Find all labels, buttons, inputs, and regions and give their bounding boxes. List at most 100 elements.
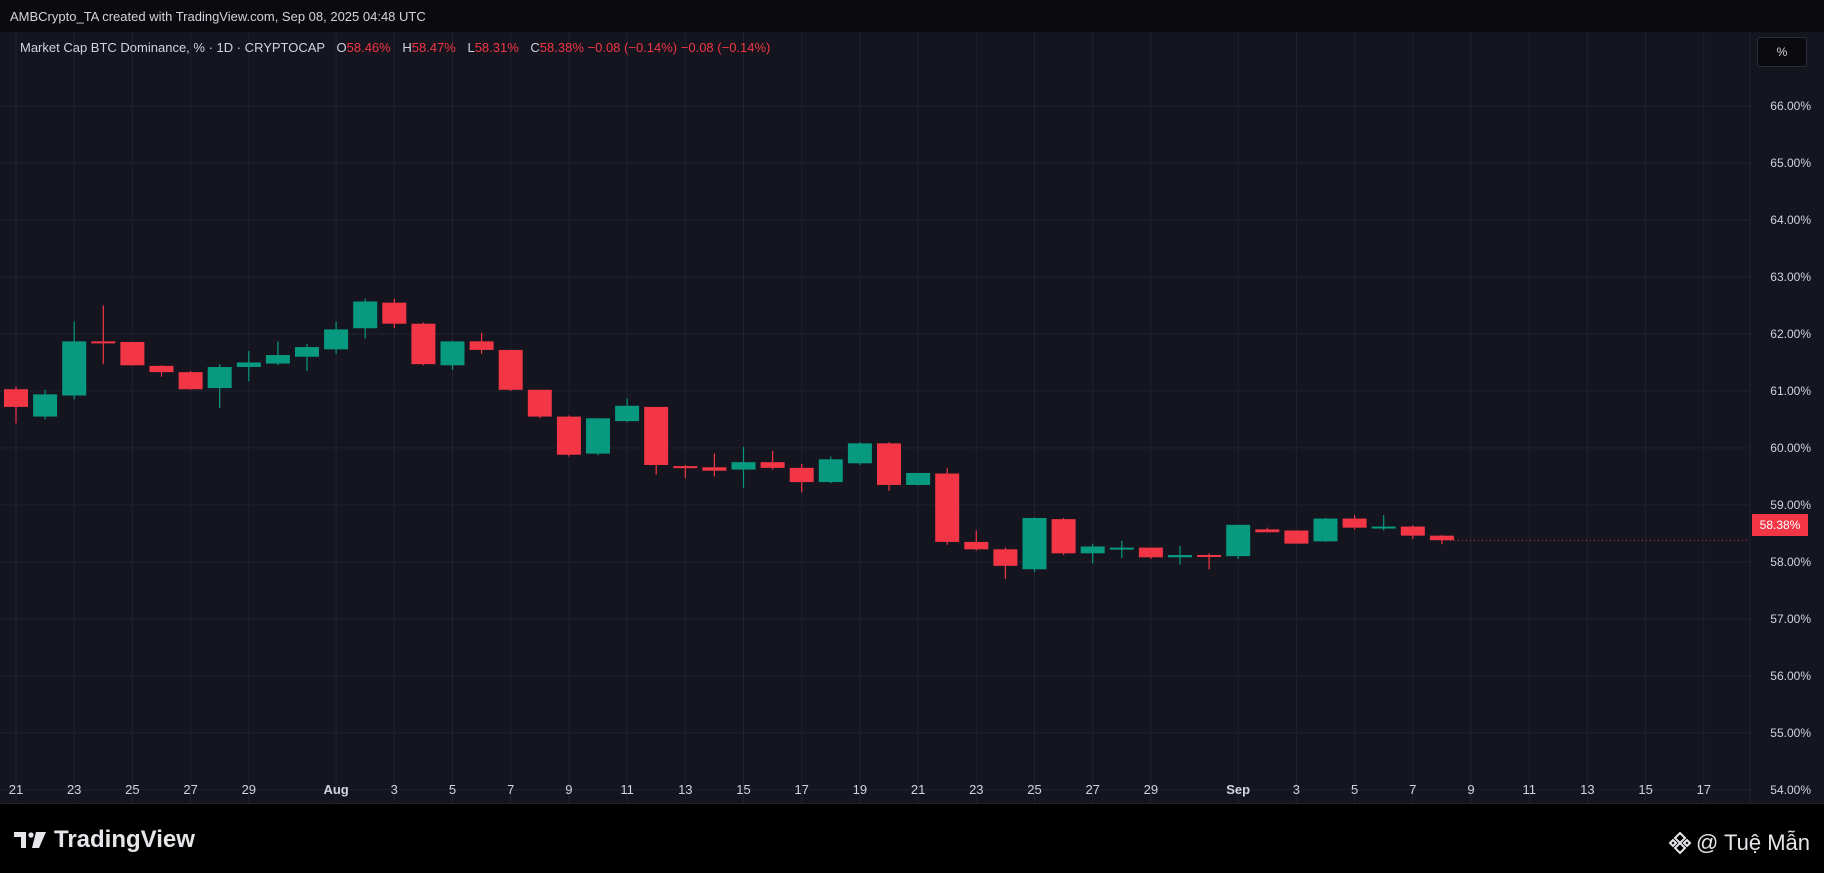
candle-body bbox=[33, 394, 58, 417]
attribution-bar: AMBCrypto_TA created with TradingView.co… bbox=[0, 0, 1824, 32]
candle-body bbox=[818, 459, 843, 483]
candle-down bbox=[1400, 525, 1425, 540]
y-tick-label: 63.00% bbox=[1770, 270, 1811, 284]
candle-up bbox=[586, 418, 610, 456]
candle-up bbox=[33, 389, 58, 420]
x-tick-label: 3 bbox=[391, 782, 398, 797]
candlestick-chart[interactable]: 66.00% 65.00% 64.00% 63.00% 62.00% 61.00% 60.0… bbox=[0, 32, 1824, 804]
candle-up bbox=[1371, 515, 1396, 531]
author-watermark: @ Tuệ Mẫn bbox=[1668, 830, 1810, 856]
x-tick-label: 11 bbox=[620, 782, 634, 797]
candle-down bbox=[1197, 553, 1222, 570]
x-tick-label: 29 bbox=[1144, 782, 1158, 797]
close-label: C bbox=[530, 40, 540, 55]
y-axis[interactable]: 66.00% 65.00% 64.00% 63.00% 62.00% 61.00% 60.0… bbox=[1770, 99, 1811, 797]
x-tick-label: 21 bbox=[911, 782, 925, 797]
candle-body bbox=[207, 367, 232, 389]
x-tick-label: 9 bbox=[565, 782, 572, 797]
candle-body bbox=[789, 467, 814, 483]
y-tick-label: 61.00% bbox=[1770, 384, 1811, 398]
candle-body bbox=[847, 443, 872, 464]
candle-down bbox=[4, 386, 28, 424]
x-tick-label: Sep bbox=[1226, 782, 1250, 797]
candle-body bbox=[760, 462, 785, 468]
candle-body bbox=[1255, 529, 1280, 533]
candle-body bbox=[440, 341, 465, 366]
candle-up bbox=[207, 364, 232, 409]
candle-body bbox=[353, 301, 378, 329]
candle-up bbox=[731, 446, 756, 488]
x-tick-label: 19 bbox=[853, 782, 867, 797]
candle-down bbox=[702, 453, 727, 477]
candle-down bbox=[469, 332, 494, 354]
candle-body bbox=[120, 341, 145, 366]
percent-scale-button[interactable]: % bbox=[1757, 37, 1807, 67]
candle-body bbox=[1342, 518, 1367, 528]
candle-up bbox=[818, 456, 843, 484]
candle-body bbox=[1313, 518, 1338, 542]
watermark-text: @ Tuệ Mẫn bbox=[1695, 830, 1810, 855]
candle-body bbox=[1371, 526, 1396, 529]
close-value: 58.38% bbox=[539, 40, 584, 55]
x-axis[interactable]: 21 23 25 27 29 Aug 3 5 7 9 11 13 15 17 19 21 23 25 27 29 Sep… bbox=[9, 782, 1711, 797]
candle-down bbox=[760, 450, 785, 470]
candle-down bbox=[993, 547, 1018, 579]
candle-body bbox=[4, 389, 28, 407]
candle-body bbox=[498, 349, 523, 390]
low-value: 58.31% bbox=[474, 40, 519, 55]
candle-up bbox=[353, 298, 378, 339]
candle-body bbox=[1168, 555, 1192, 558]
y-tick-label: 65.00% bbox=[1770, 156, 1811, 170]
x-tick-label: 29 bbox=[242, 782, 256, 797]
candle-body bbox=[1138, 547, 1163, 558]
x-tick-label: 7 bbox=[1409, 782, 1416, 797]
x-tick-label: 15 bbox=[1638, 782, 1652, 797]
candle-body bbox=[964, 541, 989, 550]
candle-body bbox=[236, 362, 261, 368]
y-tick-label: 62.00% bbox=[1770, 327, 1811, 341]
candle-body bbox=[877, 443, 901, 485]
x-tick-label: 13 bbox=[1580, 782, 1594, 797]
candle-body bbox=[935, 473, 960, 542]
y-tick-label: 66.00% bbox=[1770, 99, 1811, 113]
candle-down bbox=[382, 298, 407, 329]
candle-down bbox=[1284, 530, 1309, 544]
candle-down bbox=[964, 530, 989, 551]
candle-body bbox=[382, 302, 407, 324]
candle-body bbox=[411, 323, 436, 365]
candle-body bbox=[1022, 517, 1047, 570]
x-tick-label: 17 bbox=[1697, 782, 1711, 797]
candle-down bbox=[673, 465, 698, 479]
x-tick-label: 3 bbox=[1293, 782, 1300, 797]
high-value: 58.47% bbox=[411, 40, 456, 55]
candle-down bbox=[877, 442, 901, 491]
y-tick-label: 60.00% bbox=[1770, 441, 1811, 455]
x-tick-label: 11 bbox=[1522, 782, 1536, 797]
candle-body bbox=[1080, 546, 1105, 554]
y-tick-label: 64.00% bbox=[1770, 213, 1811, 227]
candle-body bbox=[731, 462, 756, 470]
tradingview-logo-text: TradingView bbox=[54, 826, 195, 853]
chart-area[interactable]: 66.00% 65.00% 64.00% 63.00% 62.00% 61.00% 60.0… bbox=[0, 32, 1824, 804]
tradingview-logo[interactable]: TradingView bbox=[14, 826, 195, 854]
candle-down bbox=[178, 370, 203, 390]
candle-down bbox=[789, 463, 814, 493]
high-label: H bbox=[402, 40, 412, 55]
candle-down bbox=[411, 322, 436, 366]
candle-body bbox=[993, 549, 1018, 566]
x-tick-label: 17 bbox=[794, 782, 808, 797]
candle-down bbox=[935, 467, 960, 545]
candle-down bbox=[1429, 535, 1454, 545]
candle-up bbox=[1313, 517, 1338, 542]
x-tick-label: 21 bbox=[9, 782, 23, 797]
open-label: O bbox=[336, 40, 347, 55]
candle-down bbox=[644, 406, 669, 475]
candle-body bbox=[178, 372, 203, 390]
candle-up bbox=[1226, 524, 1251, 560]
candle-up bbox=[615, 398, 640, 423]
x-tick-label: 13 bbox=[678, 782, 692, 797]
x-tick-label: 5 bbox=[1351, 782, 1358, 797]
candle-up bbox=[295, 344, 319, 371]
candle-up bbox=[1080, 543, 1105, 564]
candle-body bbox=[324, 329, 349, 350]
